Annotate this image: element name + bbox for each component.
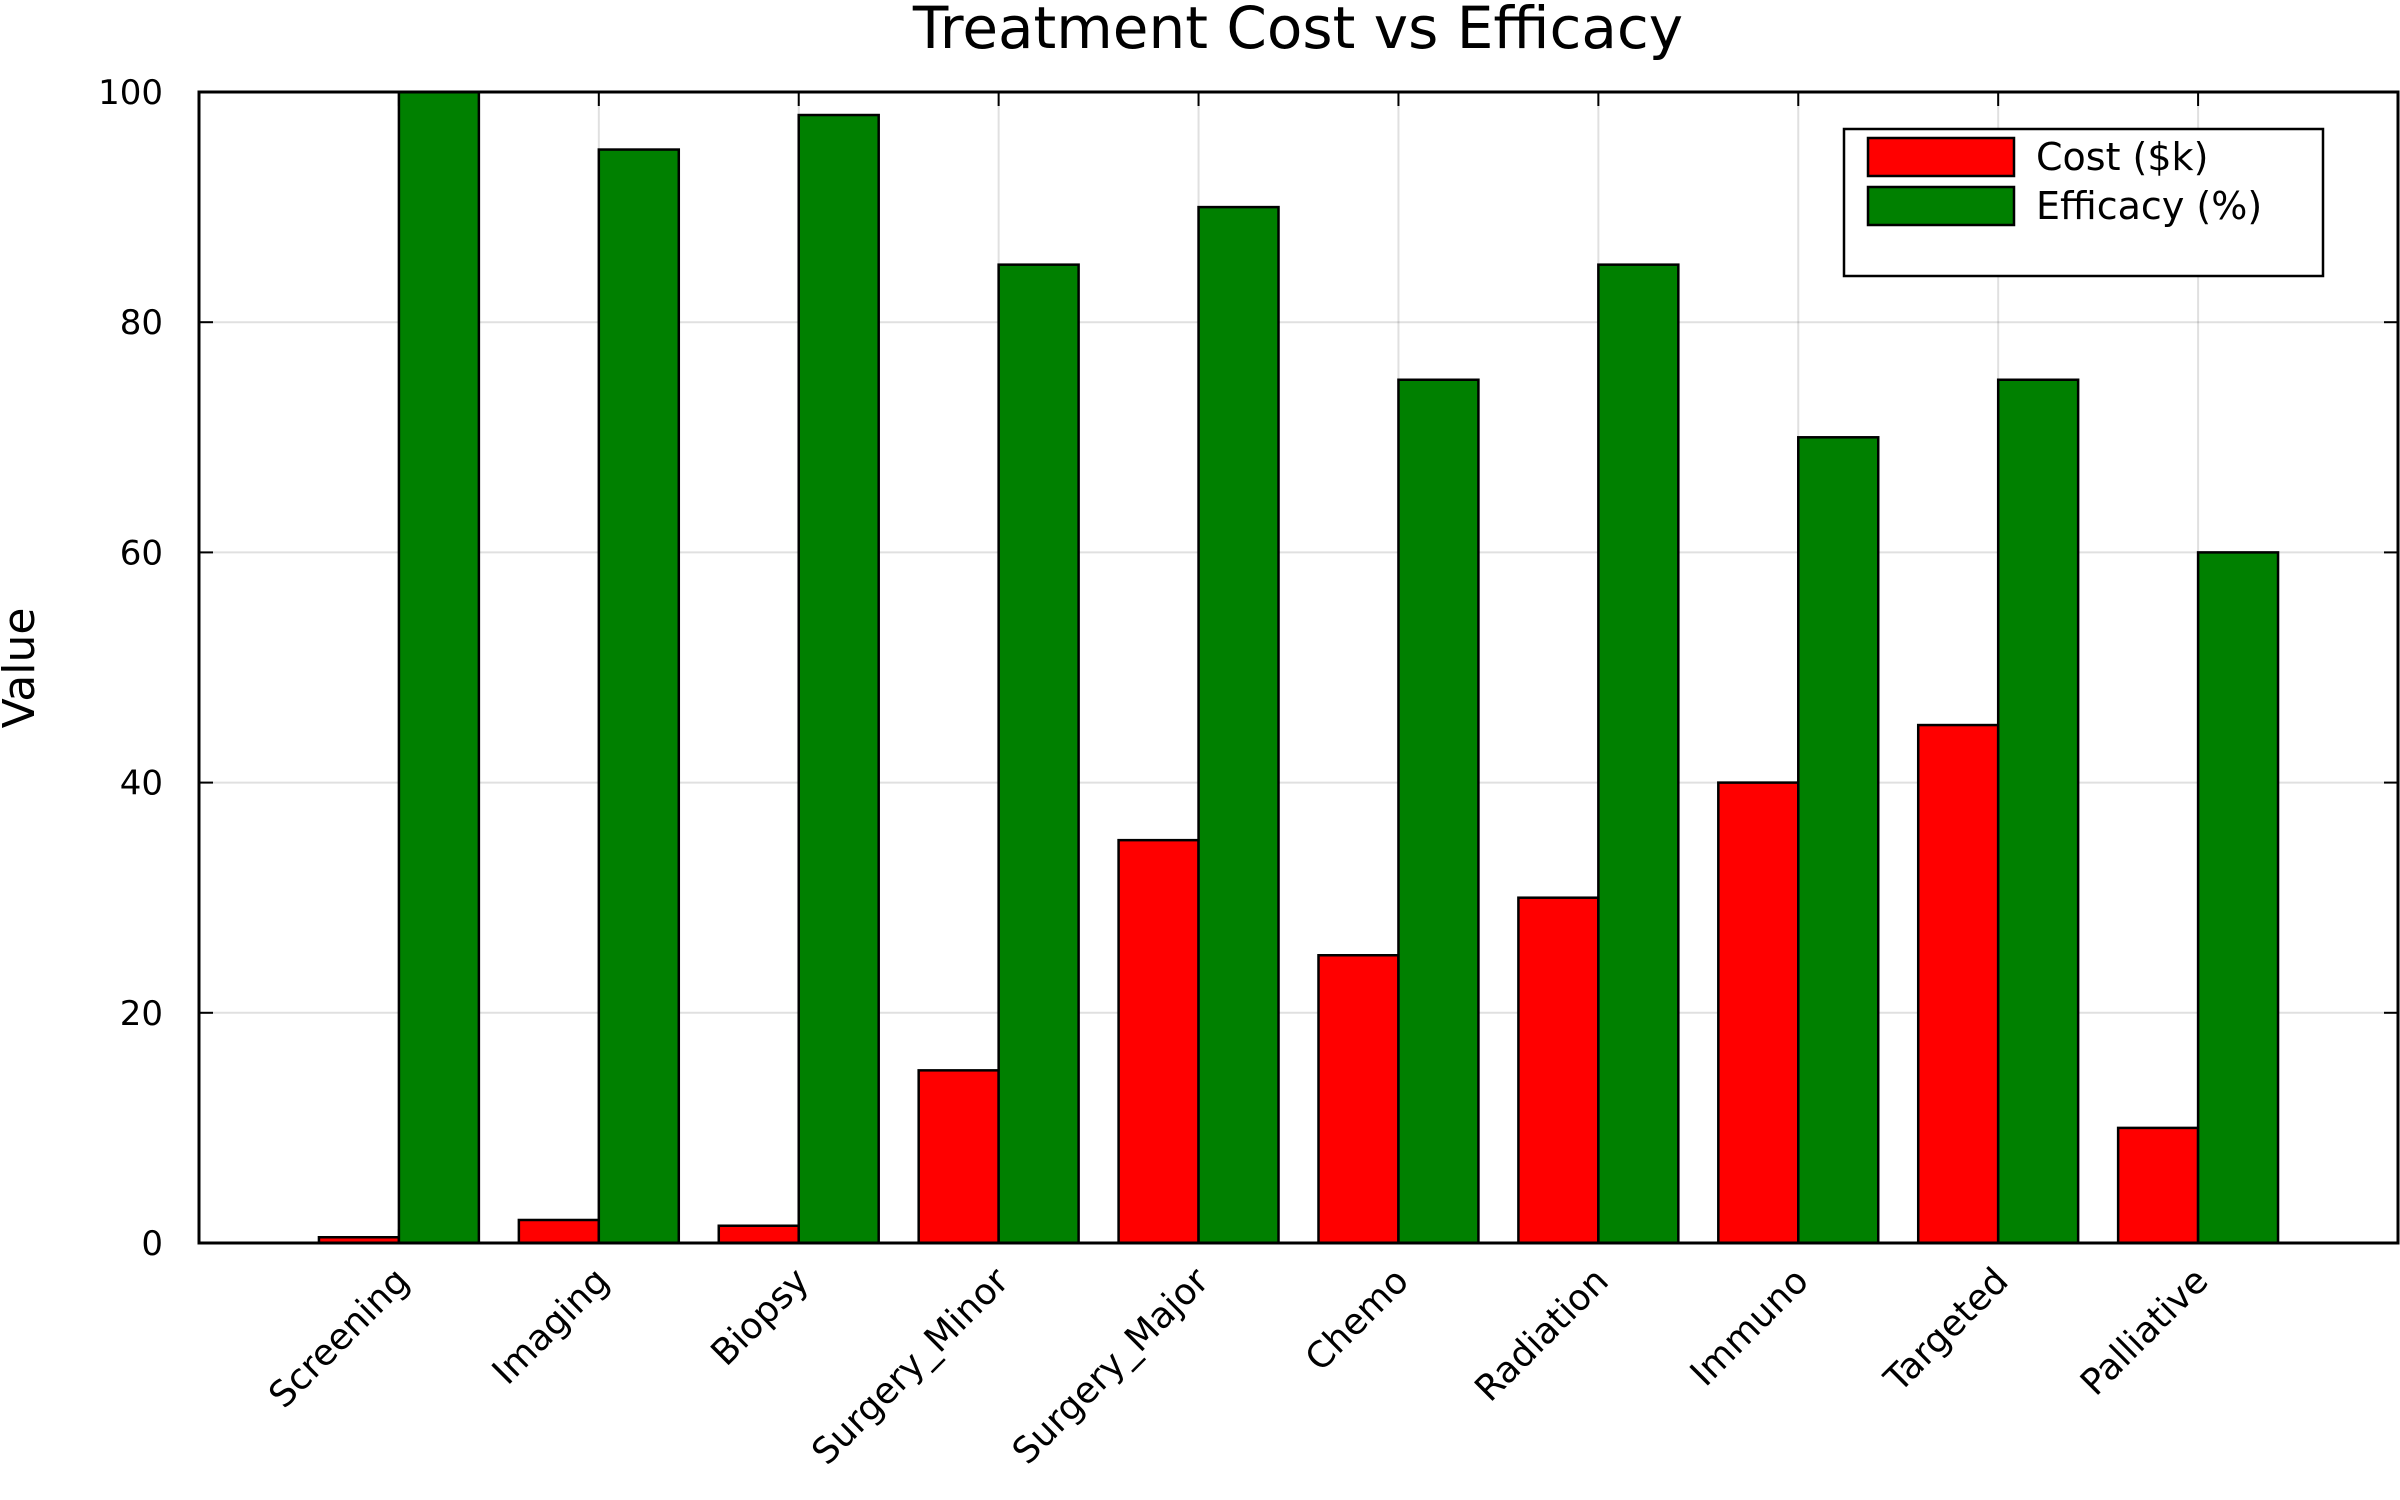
y-tick-label: 80	[120, 303, 163, 343]
x-tick-label: Targeted	[1876, 1260, 2016, 1400]
y-tick-label: 60	[120, 533, 163, 573]
bar-cost	[1517, 896, 1600, 1245]
bar-efficacy	[597, 148, 681, 1245]
y-axis-label: Value	[0, 608, 45, 729]
bar-cost	[517, 1218, 601, 1245]
bar-cost	[717, 1224, 800, 1245]
x-tick-label: Biopsy	[704, 1260, 818, 1374]
y-tick-label: 20	[120, 994, 163, 1034]
bar-efficacy	[1197, 205, 1280, 1245]
bar-cost	[1916, 723, 2000, 1245]
legend-swatch	[1866, 185, 2016, 227]
bar-efficacy	[2196, 551, 2280, 1245]
y-tick-label: 40	[120, 764, 163, 804]
x-tick-label: Surgery_Major	[1005, 1260, 1217, 1472]
x-tick-label: Surgery_Minor	[804, 1260, 1017, 1473]
bar-efficacy	[1597, 263, 1680, 1245]
bar-cost	[917, 1069, 1000, 1245]
x-tick-label: Chemo	[1298, 1260, 1417, 1379]
x-tick-label: Imaging	[485, 1260, 617, 1392]
y-tick-label: 100	[98, 73, 163, 113]
bar-efficacy	[997, 263, 1080, 1245]
x-tick-label: Radiation	[1467, 1260, 1616, 1409]
bar-efficacy	[397, 90, 481, 1245]
bar-efficacy	[1996, 378, 2080, 1245]
bar-efficacy	[1797, 436, 1880, 1245]
y-tick-label: 0	[141, 1224, 163, 1264]
bar-efficacy	[1397, 378, 1480, 1245]
bar-cost	[1117, 838, 1200, 1245]
legend: Cost ($k) Efficacy (%)	[1842, 127, 2325, 278]
x-tick-label: Palliative	[2073, 1260, 2216, 1403]
bar-cost	[2116, 1126, 2200, 1245]
plot-frame	[197, 90, 2400, 1245]
bar-cost	[1717, 781, 1800, 1245]
legend-label: Efficacy (%)	[2036, 184, 2262, 228]
bar-cost	[1317, 954, 1400, 1245]
legend-label: Cost ($k)	[2036, 135, 2208, 179]
chart-title: Treatment Cost vs Efficacy	[912, 0, 1683, 62]
x-tick-label: Immuno	[1683, 1260, 1817, 1394]
legend-swatch	[1866, 136, 2016, 178]
x-tick-label: Screening	[261, 1260, 417, 1416]
bar-efficacy	[797, 113, 880, 1245]
